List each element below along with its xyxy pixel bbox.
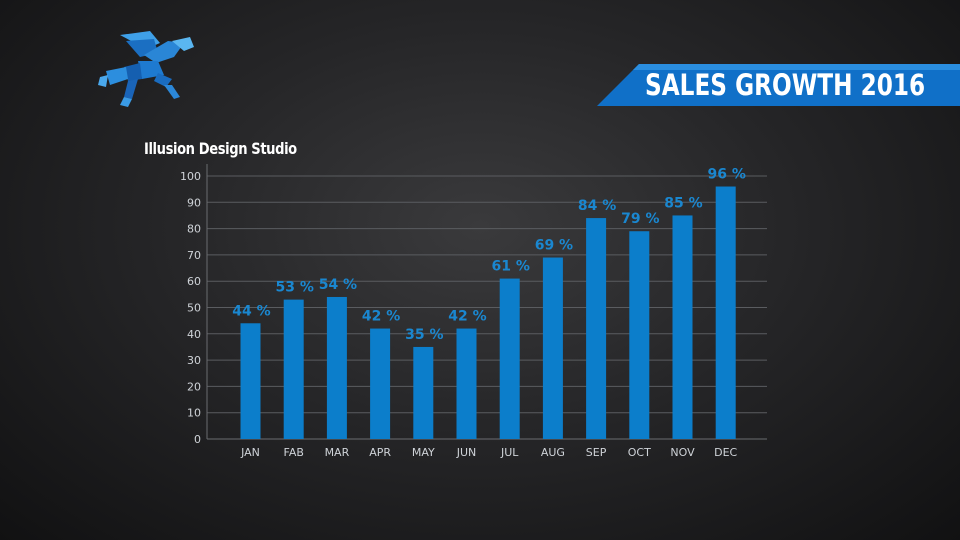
x-tick-label: OCT — [628, 446, 651, 459]
bar-layer — [240, 186, 736, 439]
bar-mar — [326, 296, 347, 439]
data-label-nov: 85 % — [664, 195, 702, 211]
data-label-may: 35 % — [405, 327, 443, 343]
x-tick-label: FAB — [284, 446, 304, 459]
x-tick-label: SEP — [586, 446, 607, 459]
x-tick-label: DEC — [714, 446, 737, 459]
studio-name: Illusion Design Studio — [144, 139, 297, 158]
bar-nov — [672, 215, 693, 439]
y-tick-label: 40 — [187, 328, 201, 341]
data-label-dec: 96 % — [708, 167, 746, 183]
data-label-jun: 42 % — [448, 309, 486, 325]
data-label-apr: 42 % — [362, 309, 400, 325]
y-tick-label: 30 — [187, 354, 201, 367]
y-tick-label: 20 — [187, 380, 201, 393]
bar-sep — [586, 218, 607, 439]
x-tick-label: NOV — [670, 446, 695, 459]
pegasus-icon — [98, 31, 194, 107]
data-label-mar: 54 % — [319, 277, 357, 293]
data-label-sep: 84 % — [578, 198, 616, 214]
y-tick-label: 10 — [187, 407, 201, 420]
x-tick-label: APR — [369, 446, 391, 459]
y-tick-label: 80 — [187, 223, 201, 236]
axis-layer: 0 10 20 30 40 50 60 70 80 90 100 JAN FAB MAR APR MAY JUN… — [180, 164, 767, 459]
x-tick-label: MAY — [412, 446, 435, 459]
bar-jun — [456, 328, 477, 439]
x-tick-label: MAR — [325, 446, 350, 459]
bar-fab — [283, 299, 304, 439]
bar-may — [413, 346, 434, 439]
x-tick-label: AUG — [541, 446, 565, 459]
x-tick-label: JAN — [240, 446, 260, 459]
bar-jul — [499, 278, 520, 439]
data-label-oct: 79 % — [621, 211, 659, 227]
y-tick-label: 70 — [187, 249, 201, 262]
title-banner-shape — [597, 64, 960, 106]
bar-jan — [240, 323, 261, 439]
title-banner: SALES GROWTH 2016 — [597, 64, 960, 106]
chart-title: SALES GROWTH 2016 — [645, 68, 926, 102]
bar-apr — [370, 328, 391, 439]
y-tick-label: 90 — [187, 196, 201, 209]
data-label-aug: 69 % — [535, 238, 573, 254]
y-tick-label: 60 — [187, 275, 201, 288]
y-tick-label: 0 — [194, 433, 201, 446]
brand-logo: Illusion Design Studio — [70, 25, 297, 158]
x-tick-label: JUL — [500, 446, 519, 459]
data-label-jan: 44 % — [232, 303, 270, 319]
bar-dec — [715, 186, 736, 439]
data-label-fab: 53 % — [276, 280, 314, 296]
x-tick-label: JUN — [456, 446, 477, 459]
label-layer: 44 % 53 % 54 % 42 % 35 % 42 % 61 % 69 % 84 % 79 %… — [232, 167, 746, 343]
y-tick-label: 100 — [180, 170, 201, 183]
data-label-jul: 61 % — [492, 259, 530, 275]
y-tick-label: 50 — [187, 302, 201, 315]
bar-oct — [629, 231, 650, 439]
bar-aug — [542, 257, 563, 439]
